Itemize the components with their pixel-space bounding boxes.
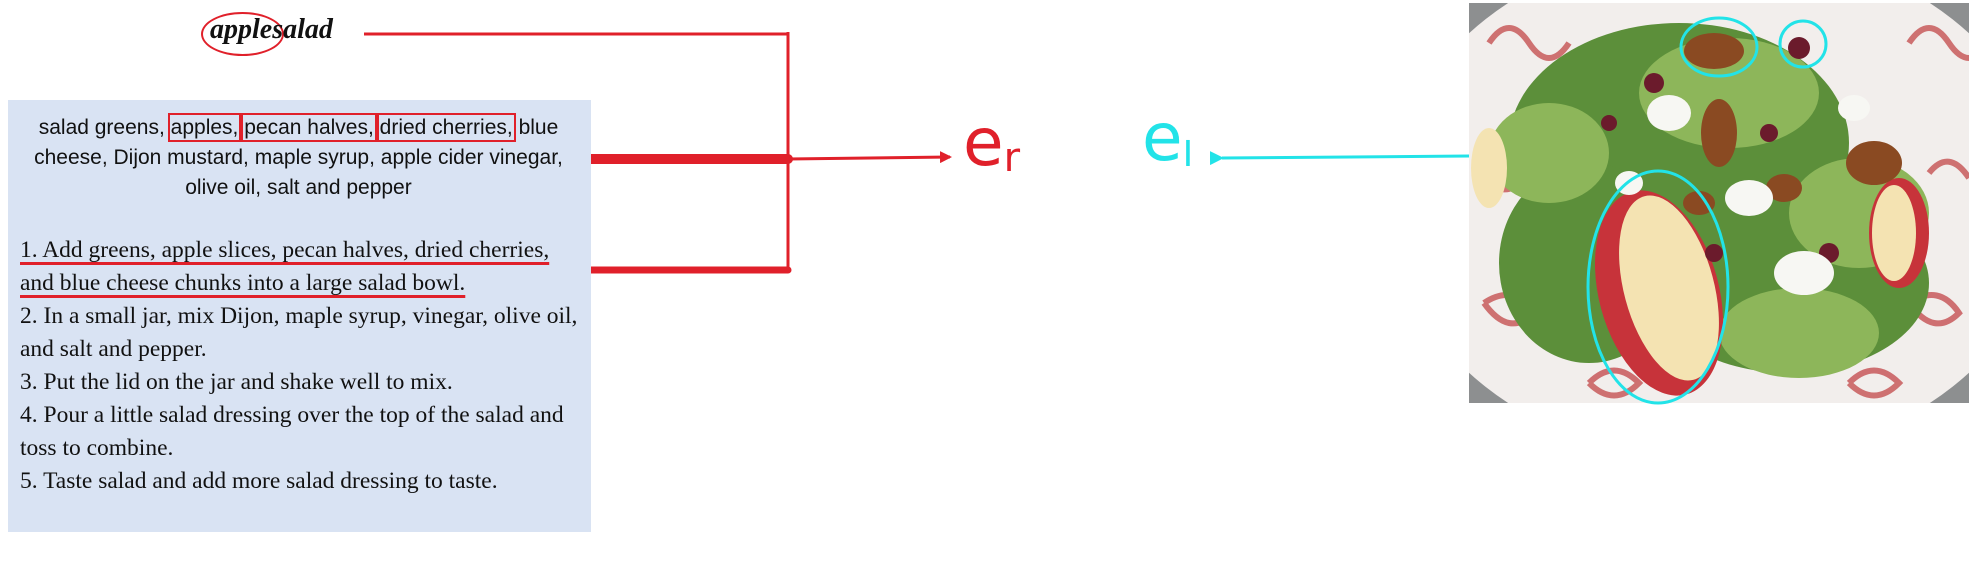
- instructions-list: 1. Add greens, apple slices, pecan halve…: [20, 234, 585, 498]
- title-highlighted-word: apple: [210, 14, 273, 45]
- recipe-embedding-arrow: [787, 151, 952, 164]
- instruction-step-2: 2. In a small jar, mix Dijon, maple syru…: [20, 303, 578, 362]
- instruction-step-5: 5. Taste salad and add more salad dressi…: [20, 468, 498, 494]
- ingredients-text: salad greens, apples, pecan halves, drie…: [16, 113, 581, 203]
- ingredient-pecan-halves: pecan halves,: [241, 113, 377, 142]
- instruction-step-1: 1. Add greens, apple slices, pecan halve…: [20, 237, 550, 296]
- pecan-highlight-ellipse: [1679, 16, 1759, 78]
- instruction-step-3: 3. Put the lid on the jar and shake well…: [20, 369, 453, 395]
- ingredients-prefix: salad greens,: [38, 116, 165, 139]
- cherry-highlight-ellipse: [1778, 19, 1828, 69]
- recipe-title: applesalad: [210, 14, 333, 46]
- image-embedding-arrow: [1209, 151, 1470, 166]
- ingredient-dried-cherries: dried cherries,: [376, 113, 516, 142]
- title-highlight-oval: [201, 12, 284, 56]
- image-embedding-label: eI: [1142, 99, 1194, 176]
- recipe-panel: [8, 100, 591, 532]
- recipe-embedding-label: er: [963, 104, 1021, 182]
- ingredient-apples: apples,: [167, 113, 242, 142]
- apple-highlight-ellipse: [1586, 169, 1730, 405]
- title-rest: salad: [272, 14, 333, 45]
- instruction-step-4: 4. Pour a little salad dressing over the…: [20, 402, 564, 461]
- ingredients-rest: blue cheese, Dijon mustard, maple syrup,…: [34, 116, 563, 199]
